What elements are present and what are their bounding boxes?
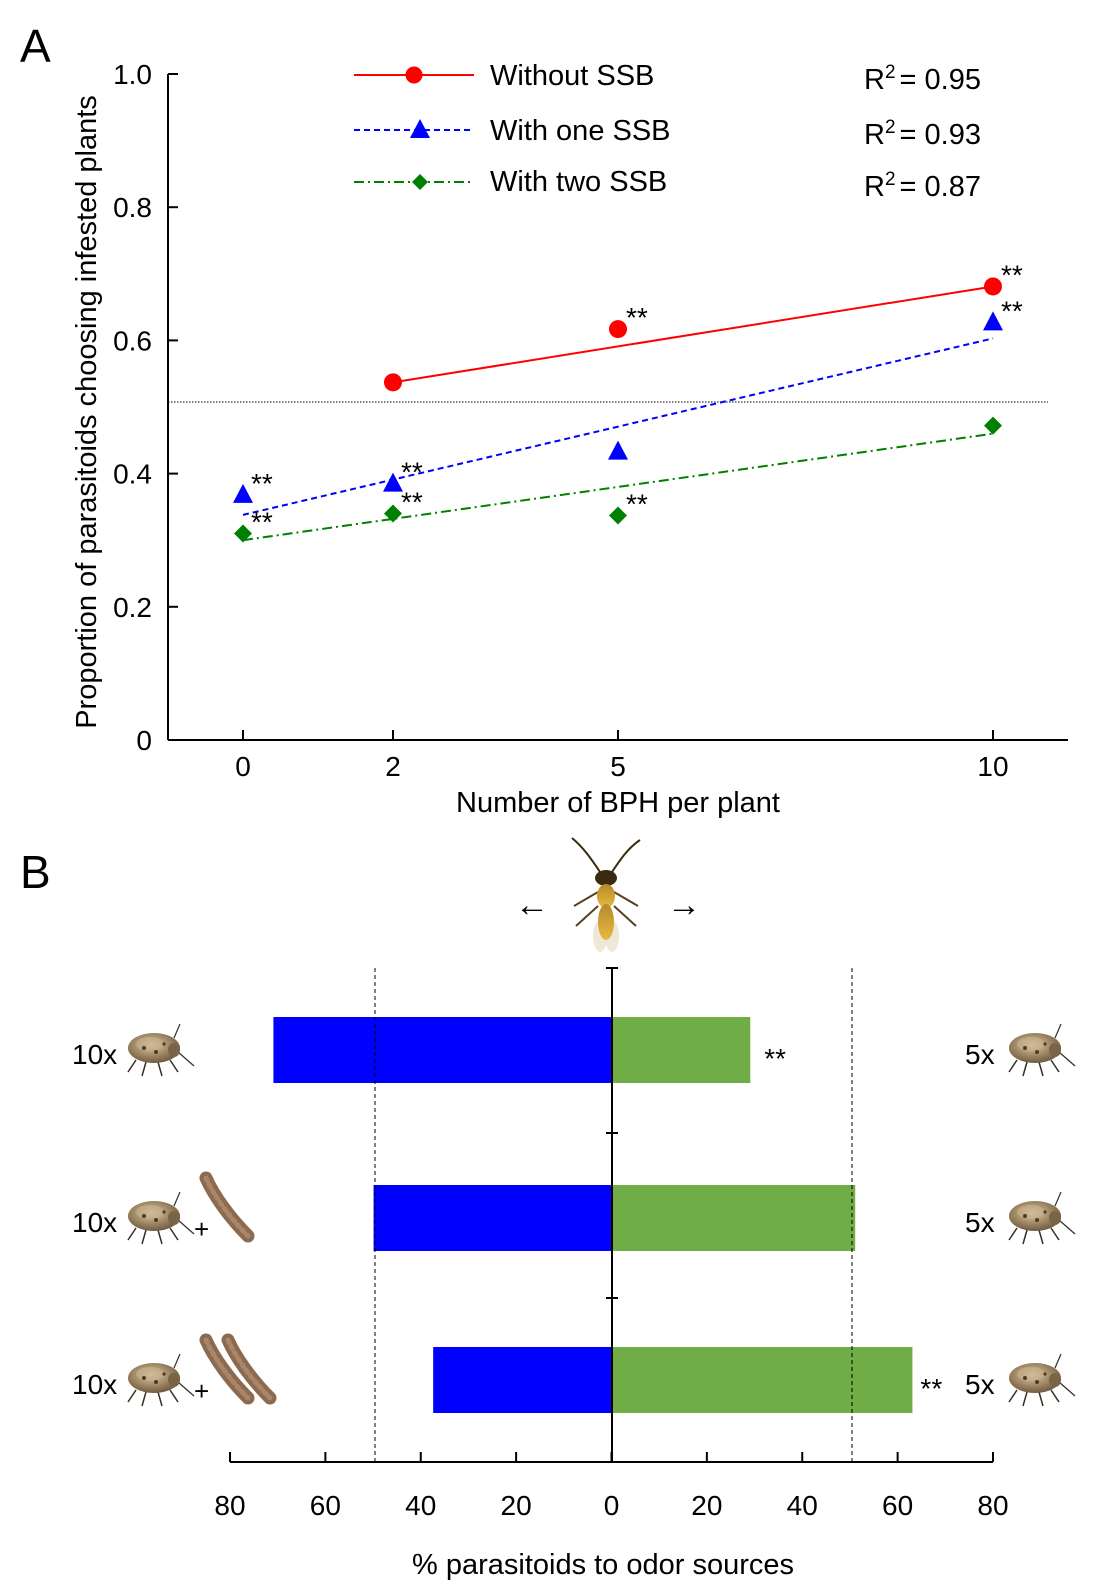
planthopper-icon [1008,1023,1076,1077]
chart-a-points [233,277,1003,543]
fit-line-1 [242,337,994,516]
row-right-label: 5x [965,1039,995,1070]
planthopper-icon [127,1023,195,1077]
significance-label: ** [401,457,423,488]
data-point [384,373,402,392]
bar-right [612,1347,913,1413]
y-tick-label: 1.0 [113,59,152,90]
planthopper-icon [1008,1353,1076,1407]
significance-label: ** [626,302,648,333]
fit-line-2 [242,432,994,542]
chart-b-bars [273,1017,913,1413]
x-tick-label: 40 [405,1490,436,1521]
legend-marker-two-ssb [412,174,428,190]
x-tick-label: 60 [310,1490,341,1521]
y-tick-label: 0.8 [113,192,152,223]
y-tick-label: 0.6 [113,325,152,356]
data-point [384,504,402,523]
bar-left [273,1017,612,1083]
data-point [984,277,1002,296]
significance-label: ** [251,468,273,499]
r2-two-ssb: R2 = 0.87 [864,169,981,203]
x-tick-label: 80 [214,1490,245,1521]
bar-left [433,1347,612,1413]
data-point [233,483,253,503]
x-tick-label: 80 [977,1490,1008,1521]
chart-a-x-ticks: 0 2 5 10 [235,730,1009,782]
chart-a-y-ticks: 0 0.2 0.4 0.6 0.8 1.0 [113,59,178,756]
ssb-larva-icon [206,1178,248,1236]
chart-b-x-label: % parasitoids to odor sources [412,1549,794,1581]
fit-line-0 [392,285,994,384]
data-point [608,440,628,460]
plus-sign: + [194,1214,209,1244]
wasp-illustration [571,837,641,952]
data-point [383,472,403,492]
r2-one-ssb: R2 = 0.93 [864,117,981,151]
data-point [609,320,627,339]
chart-b-center-ticks [606,967,618,1299]
row-left-label: 10x [72,1207,117,1238]
arrow-right: → [667,886,701,924]
row-right-label: 5x [965,1369,995,1400]
chart-a-legend: Without SSB With one SSB With two SSB [354,60,671,198]
legend-label-without-ssb: Without SSB [490,60,654,92]
chart-a-fit-lines [242,285,994,542]
significance-label: ** [401,487,423,518]
chart-a-r2-labels: R2 = 0.95 R2 = 0.93 R2 = 0.87 [864,62,981,203]
bar-left [373,1185,612,1251]
row-left-label: 10x [72,1039,117,1070]
chart-a-x-label: Number of BPH per plant [456,787,780,819]
significance-label: ** [626,489,648,520]
chart-a-y-label: Proportion of parasitoids choosing infes… [71,95,103,729]
legend-marker-without-ssb [405,66,423,84]
significance-label: ** [920,1373,942,1404]
row-right-label: 5x [965,1207,995,1238]
plus-sign: + [194,1376,209,1406]
x-tick-label: 0 [235,751,251,782]
data-point [609,506,627,525]
row-left-label: 10x [72,1369,117,1400]
arrow-left: ← [515,886,549,924]
y-tick-label: 0 [136,725,152,756]
x-tick-label: 40 [787,1490,818,1521]
chart-b-row-labels: 10x 5x ** 10x +5x 10x +5x ** [72,1023,1076,1407]
bar-right [612,1185,856,1251]
legend-label-two-ssb: With two SSB [490,166,667,198]
x-tick-label: 0 [604,1490,620,1521]
x-tick-label: 60 [882,1490,913,1521]
significance-label: ** [251,507,273,538]
r2-without-ssb: R2 = 0.95 [864,62,981,96]
data-point [984,416,1002,435]
chart-a-significance-labels: ****** ******** ** [251,259,1023,537]
significance-label: ** [1001,295,1023,326]
chart-a: 00.20.40.60.81.0 0 2 5 10 ****** ******** ** … [71,59,1068,819]
data-point [983,311,1003,331]
significance-label: ** [1001,259,1023,290]
legend-marker-one-ssb [410,119,430,138]
y-tick-label: 0.2 [113,592,152,623]
x-tick-label: 20 [501,1490,532,1521]
chart-b: ← → 80 60 40 20 0 20 40 60 80 % parasitoids to o… [72,837,1076,1581]
x-tick-label: 10 [977,751,1008,782]
x-tick-label: 5 [610,751,626,782]
x-tick-label: 2 [385,751,401,782]
bar-right [612,1017,751,1083]
planthopper-icon [127,1353,195,1407]
x-tick-label: 20 [691,1490,722,1521]
significance-label: ** [764,1043,786,1074]
legend-label-one-ssb: With one SSB [490,115,671,147]
chart-b-x-ticks: 80 60 40 20 0 20 40 60 80 [214,1452,1009,1521]
data-point [234,524,252,543]
panel-a-letter: A [20,20,51,72]
panel-b-letter: B [20,846,51,898]
planthopper-icon [127,1191,195,1245]
y-tick-label: 0.4 [113,459,152,490]
planthopper-icon [1008,1191,1076,1245]
